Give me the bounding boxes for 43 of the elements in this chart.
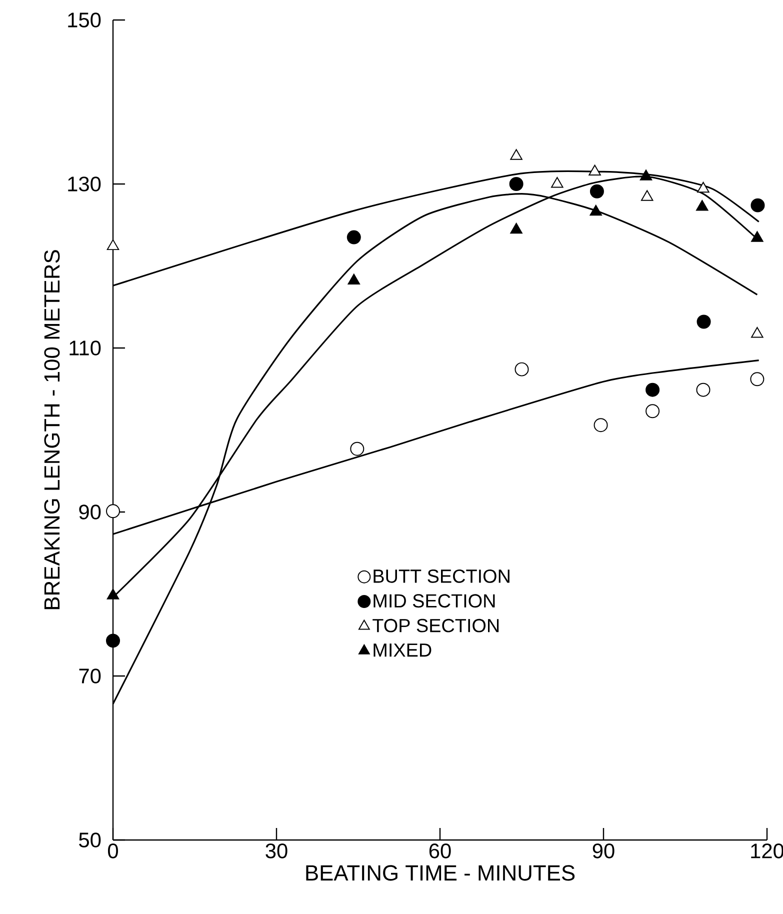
- point: [696, 382, 710, 397]
- x-tick-label: 0: [108, 844, 118, 858]
- point: [590, 204, 602, 216]
- x-tick-label: 90: [592, 844, 614, 858]
- point: [751, 231, 764, 242]
- point: [588, 164, 601, 176]
- point: [697, 182, 710, 193]
- point: [640, 170, 652, 180]
- legend-label: BUTT SECTION: [374, 569, 510, 583]
- point: [646, 382, 660, 397]
- point: [750, 198, 765, 212]
- x-tick-label: 60: [429, 844, 451, 858]
- point: [510, 222, 522, 234]
- y-axis-title: BREAKING LENGTH - 100 METERS: [44, 250, 60, 610]
- y-tick-label: 110: [70, 340, 101, 356]
- point: [514, 362, 529, 376]
- legend-label: MIXED: [374, 644, 432, 657]
- point: [106, 504, 120, 518]
- point: [509, 176, 524, 191]
- y-tick-label: 50: [79, 832, 101, 848]
- point: [646, 404, 660, 418]
- y-tick-label: 90: [79, 504, 101, 520]
- x-axis-title: BEATING TIME - MINUTES: [306, 865, 575, 881]
- point: [106, 634, 120, 648]
- y-tick-label: 130: [68, 176, 101, 192]
- x-tick-label: 30: [266, 844, 288, 858]
- y-tick-label: 70: [79, 668, 101, 684]
- point: [346, 230, 361, 244]
- point: [106, 239, 120, 250]
- point: [696, 200, 708, 211]
- point: [594, 418, 608, 432]
- point: [348, 274, 360, 285]
- point: [510, 149, 522, 160]
- point: [750, 372, 764, 386]
- point: [551, 176, 564, 188]
- point: [751, 327, 764, 338]
- y-tick-label: 150: [68, 12, 101, 28]
- legend-label: MID SECTION: [374, 594, 495, 608]
- point: [590, 184, 604, 198]
- point: [696, 314, 711, 329]
- legend-label: TOP SECTION: [372, 618, 499, 632]
- point: [640, 190, 654, 201]
- point: [350, 442, 364, 456]
